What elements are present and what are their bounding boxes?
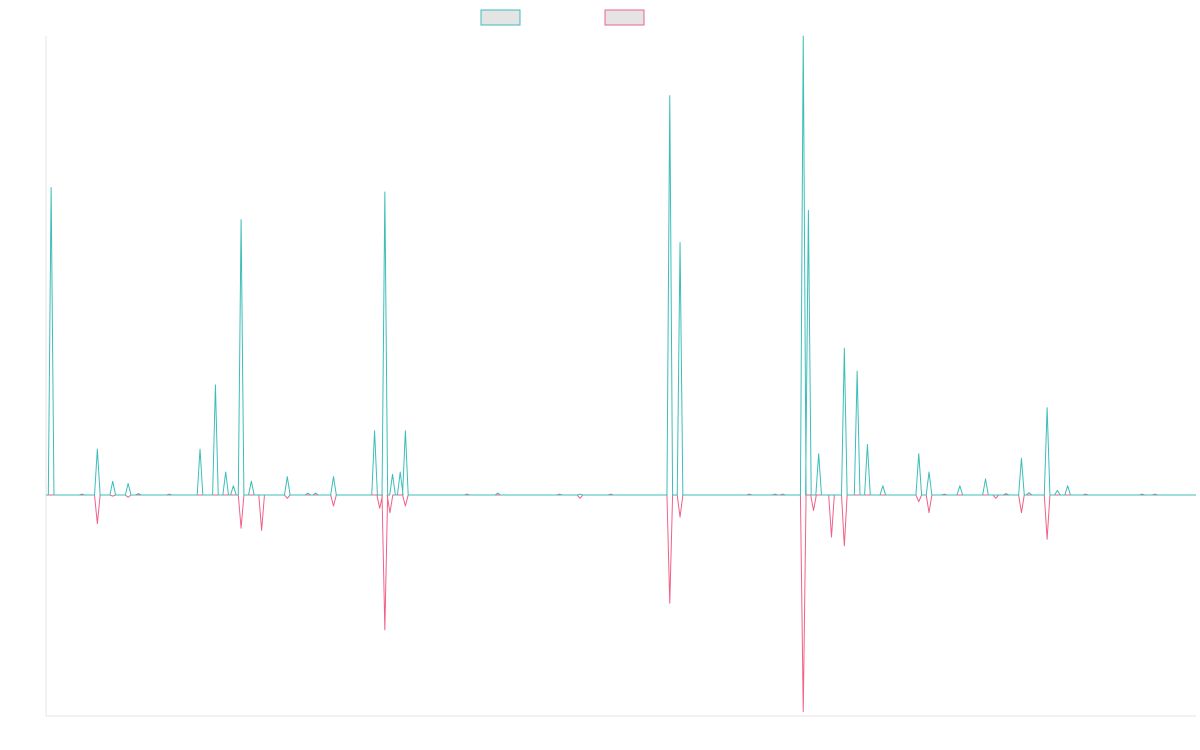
legend-swatch-2[interactable]	[604, 9, 645, 26]
series-line-2	[46, 494, 1196, 713]
axes	[45, 36, 1196, 717]
legend	[480, 9, 645, 26]
plot-area	[46, 35, 1196, 713]
series-line-1	[46, 35, 1196, 496]
legend-swatch-1[interactable]	[480, 9, 521, 26]
